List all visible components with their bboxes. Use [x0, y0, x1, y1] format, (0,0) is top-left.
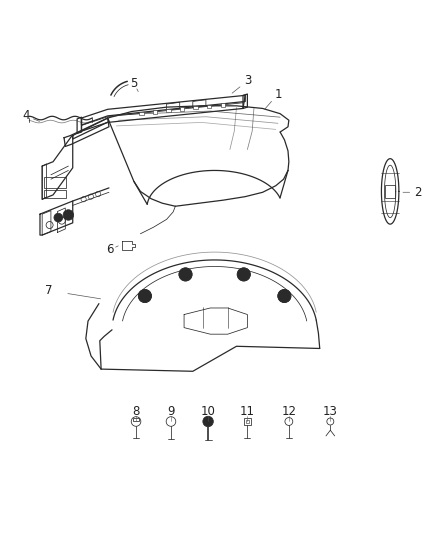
Bar — [194, 106, 198, 109]
Circle shape — [63, 210, 74, 220]
Text: 5: 5 — [130, 77, 138, 90]
Circle shape — [241, 271, 247, 278]
Bar — [44, 177, 66, 188]
Bar — [385, 185, 396, 198]
Bar — [244, 418, 251, 425]
Text: 6: 6 — [106, 244, 113, 256]
Text: 4: 4 — [22, 109, 30, 123]
Circle shape — [237, 268, 250, 281]
Circle shape — [142, 293, 148, 299]
Bar — [207, 104, 212, 108]
Text: 1: 1 — [274, 87, 282, 101]
Circle shape — [138, 289, 152, 303]
Bar — [139, 111, 144, 115]
Text: 2: 2 — [414, 186, 421, 199]
Text: 9: 9 — [167, 405, 175, 418]
Circle shape — [179, 268, 192, 281]
Text: 3: 3 — [244, 75, 251, 87]
Text: 10: 10 — [201, 405, 215, 418]
Bar — [220, 103, 225, 107]
Circle shape — [203, 416, 213, 427]
Bar — [166, 109, 171, 112]
Circle shape — [281, 293, 287, 299]
Bar — [153, 110, 157, 114]
Bar — [246, 420, 249, 423]
Circle shape — [54, 213, 63, 222]
Text: 8: 8 — [132, 405, 140, 418]
Circle shape — [278, 289, 291, 303]
Bar — [180, 107, 184, 111]
Bar — [133, 417, 139, 422]
Text: 12: 12 — [281, 405, 297, 418]
Text: 11: 11 — [240, 405, 255, 418]
Text: 13: 13 — [323, 405, 338, 418]
Text: 7: 7 — [45, 284, 53, 297]
Circle shape — [183, 271, 189, 278]
Bar — [44, 190, 66, 198]
